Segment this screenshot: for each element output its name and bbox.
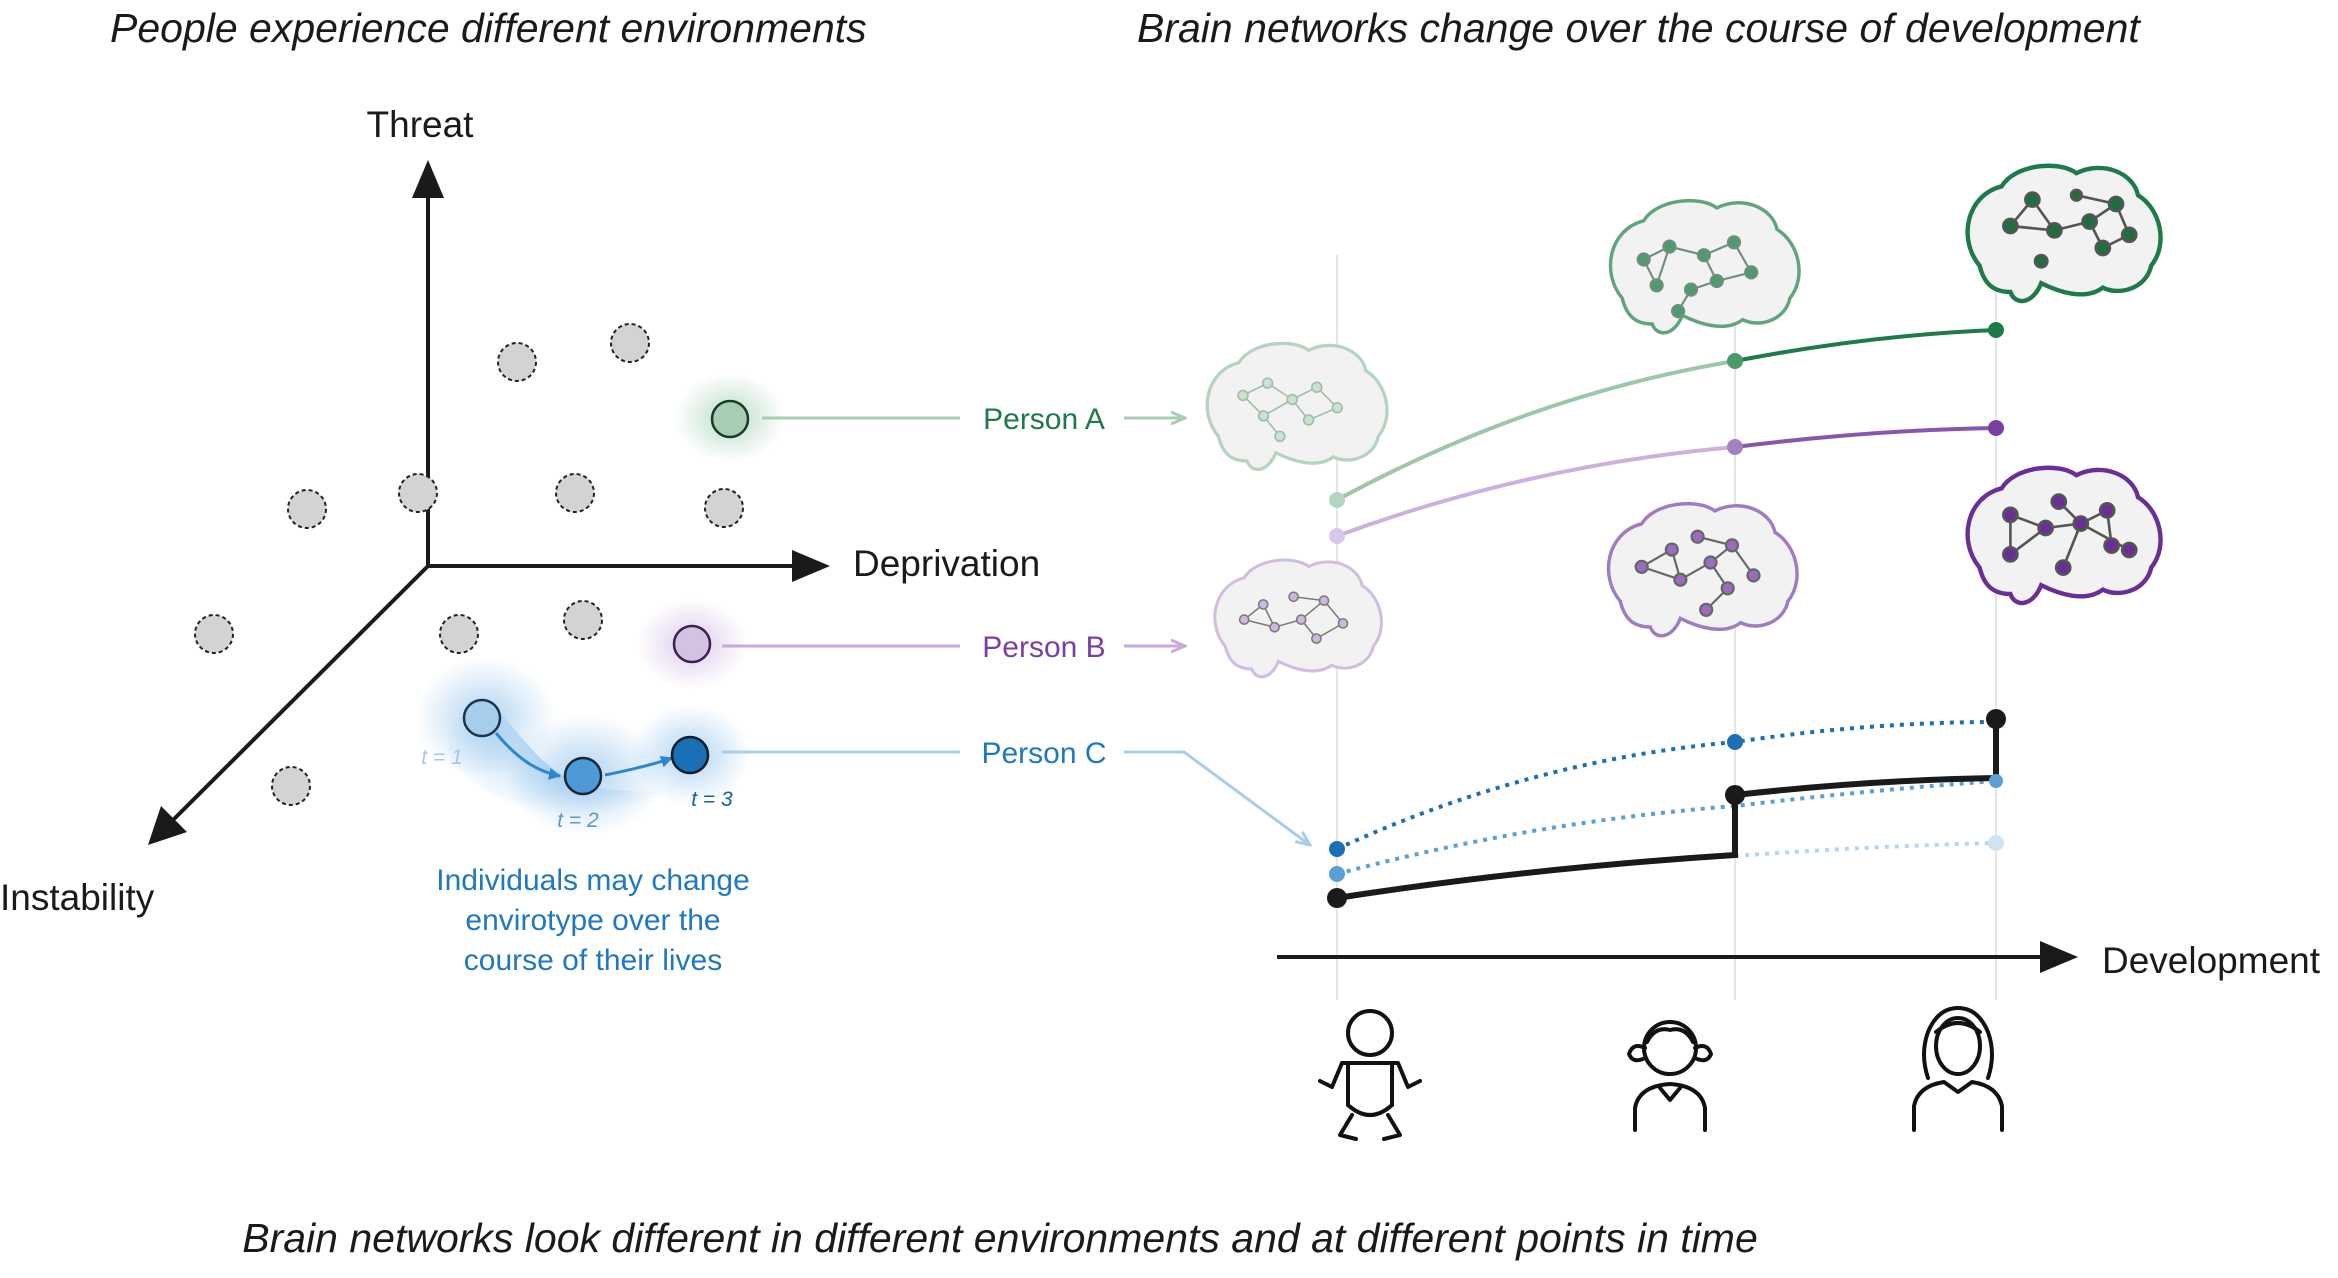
person-b-development — [1329, 420, 2004, 544]
bottom-heading: Brain networks look different in differe… — [242, 1215, 1758, 1261]
person-a-node-child — [1727, 353, 1743, 369]
person-c-node-t1-adult — [1988, 835, 2004, 851]
adult-icon — [1912, 1006, 2004, 1132]
trajectory-arrow-2 — [604, 755, 673, 777]
person-c-actual-child — [1725, 785, 1745, 805]
brain-a-infant — [1205, 341, 1389, 471]
infant-icon — [1318, 1009, 1422, 1141]
note-line-1: Individuals may change — [436, 864, 750, 897]
person-c-development — [1327, 709, 2006, 908]
brain-b-child — [1606, 501, 1799, 638]
environment-axes: Threat Deprivation Instability — [0, 104, 1040, 918]
person-c-t2 — [563, 756, 603, 796]
person-c-node-t3-infant — [1329, 841, 1345, 857]
threat-axis-arrowhead — [412, 160, 444, 198]
environment-point — [287, 489, 327, 529]
environment-points — [194, 323, 744, 806]
environment-point — [271, 766, 311, 806]
environment-point — [439, 614, 479, 654]
brain-a-child — [1608, 198, 1801, 335]
person-b-node-infant — [1329, 528, 1345, 544]
brain-a-adult — [1965, 163, 2163, 304]
deprivation-axis-label: Deprivation — [853, 543, 1040, 584]
brain-b-adult — [1965, 465, 2163, 606]
note-line-2: envirotype over the — [465, 904, 720, 937]
envirotype-note: Individuals may change envirotype over t… — [436, 864, 750, 977]
person-c-trajectory: t = 1 t = 2 t = 3 — [415, 658, 750, 835]
person-connectors: Person A Person B Person C — [722, 403, 1310, 845]
time-label-2: t = 2 — [557, 809, 599, 832]
brain-b-infant — [1213, 558, 1383, 679]
person-b-node-adult — [1988, 420, 2004, 436]
person-c-path-t1 — [1734, 841, 1997, 858]
child-icon — [1627, 1020, 1713, 1132]
environment-point — [398, 473, 438, 513]
instability-axis — [163, 564, 430, 830]
person-c-actual-infant — [1327, 888, 1347, 908]
instability-axis-arrowhead — [148, 806, 187, 845]
person-c-actual-adult — [1986, 709, 2006, 729]
person-c-t1 — [462, 698, 502, 738]
person-a-node-adult — [1988, 322, 2004, 338]
person-b-node-child — [1727, 439, 1743, 455]
person-c-actual-path — [1336, 719, 1999, 901]
environment-point — [610, 323, 650, 363]
development-timeline: Development — [1277, 255, 2321, 1000]
person-c-node-t3-child — [1727, 734, 1743, 750]
person-a-node-infant — [1329, 492, 1345, 508]
person-c-label: Person C — [981, 737, 1106, 770]
environment-point — [497, 342, 537, 382]
person-c-node-t2-adult — [1989, 774, 2003, 788]
left-heading: People experience different environments — [110, 5, 867, 51]
trajectory-arrow-1 — [494, 732, 561, 780]
threat-axis-label: Threat — [367, 104, 475, 145]
note-line-3: course of their lives — [464, 944, 722, 977]
person-b-point — [637, 599, 747, 689]
person-a-point — [675, 373, 785, 463]
person-c-node-t2-infant — [1329, 866, 1345, 882]
environment-point — [563, 600, 603, 640]
deprivation-axis-arrowhead — [792, 550, 830, 582]
environment-point — [555, 473, 595, 513]
time-label-3: t = 3 — [691, 788, 733, 811]
time-label-1: t = 1 — [421, 746, 462, 769]
person-a-label: Person A — [983, 403, 1105, 436]
environment-point — [194, 614, 234, 654]
person-a-development — [1329, 322, 2004, 508]
person-b-label: Person B — [982, 631, 1105, 664]
person-c-path-t3 — [1336, 720, 1997, 851]
development-axis-arrowhead — [2040, 941, 2078, 973]
right-heading: Brain networks change over the course of… — [1137, 5, 2141, 51]
environment-point — [704, 488, 744, 528]
instability-axis-label: Instability — [0, 877, 155, 918]
development-axis-label: Development — [2102, 940, 2321, 981]
person-c-t3 — [670, 735, 710, 775]
